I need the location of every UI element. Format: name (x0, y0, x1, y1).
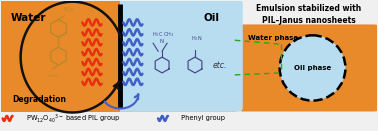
Text: NO$_2$: NO$_2$ (64, 5, 75, 13)
FancyBboxPatch shape (239, 24, 378, 111)
Text: Phenyl group: Phenyl group (179, 115, 225, 121)
Text: Emulsion stabilized with
PIL–Janus nanosheets: Emulsion stabilized with PIL–Janus nanos… (256, 4, 361, 25)
Text: etc.: etc. (213, 61, 227, 70)
Text: PW$_{12}$O$_{40}$$^{3-}$ based PIL group: PW$_{12}$O$_{40}$$^{3-}$ based PIL group (23, 112, 120, 125)
Circle shape (280, 35, 345, 101)
Text: H$_2$N: H$_2$N (191, 34, 202, 43)
Text: Water: Water (11, 13, 46, 23)
Text: N: N (159, 39, 163, 44)
Text: Oil phase: Oil phase (294, 65, 331, 71)
Text: CH$_3$: CH$_3$ (163, 30, 174, 39)
FancyBboxPatch shape (109, 0, 243, 111)
Text: H$_3$C: H$_3$C (152, 30, 163, 39)
Text: Oil: Oil (204, 13, 220, 23)
Bar (0, 0, 120, 113)
Text: Water phase: Water phase (248, 35, 298, 41)
FancyBboxPatch shape (0, 0, 239, 111)
Text: Degradation: Degradation (12, 95, 67, 104)
Text: SO$_3$H: SO$_3$H (46, 72, 59, 80)
